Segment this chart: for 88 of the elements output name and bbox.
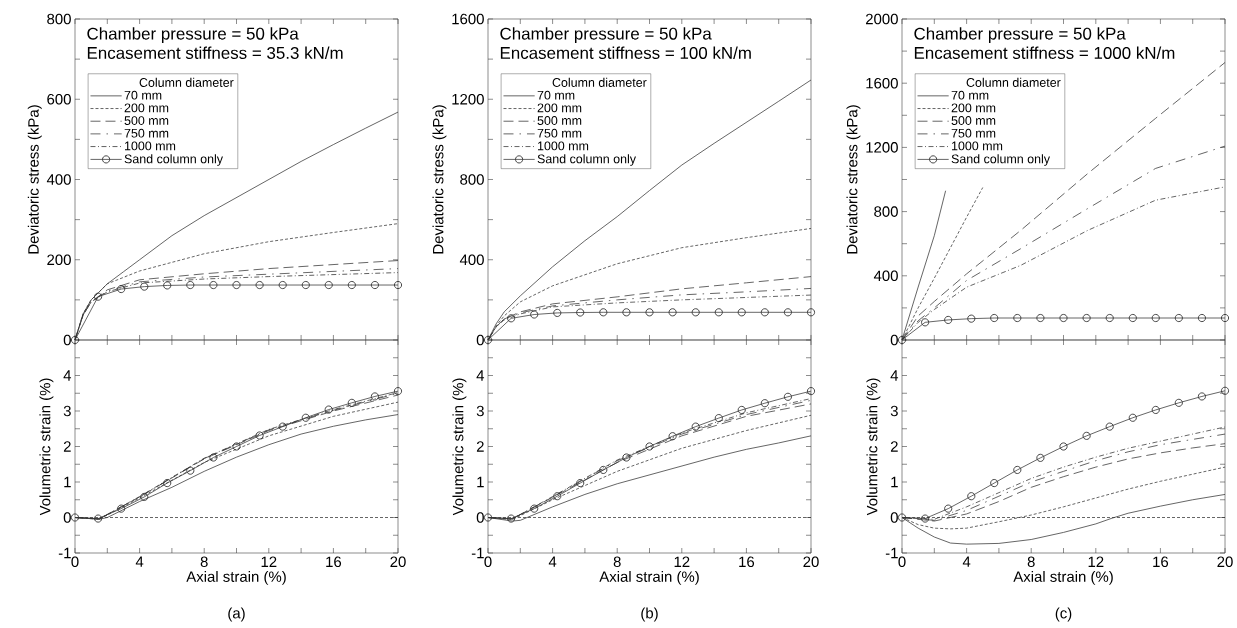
x-tick-label: 16	[739, 556, 755, 568]
legend-label: 1000 mm	[952, 141, 1003, 151]
legend-label: 500 mm	[537, 116, 582, 125]
x-tick-label: 4	[135, 556, 144, 567]
legend-label: 200 mm	[951, 103, 996, 113]
y-tick-label: 800	[47, 13, 71, 25]
x-axis-title: Axial strain (%)	[1013, 570, 1113, 585]
legend-label: 500 mm	[951, 116, 996, 125]
legend-label: 500 mm	[124, 116, 169, 125]
y-tick-label: 800	[874, 206, 898, 217]
legend-label: Sand column only	[124, 154, 223, 166]
y-axis-title: Deviatoric stress (kPa)	[846, 105, 861, 254]
legend-title: Column diameter	[552, 77, 647, 87]
legend-label: 70 mm	[537, 90, 575, 100]
legend-label: 70 mm	[124, 90, 162, 100]
y-tick-label: 4	[63, 370, 72, 381]
y-tick-label: 0	[890, 512, 898, 523]
y-tick-label: 0	[63, 512, 71, 523]
legend-label: 1000 mm	[538, 141, 589, 151]
x-tick-label: 16	[326, 556, 342, 568]
legend-label: 70 mm	[951, 90, 989, 100]
x-tick-label: 12	[261, 556, 277, 567]
y-axis-title: Volumetric strain (%)	[866, 378, 881, 516]
y-tick-label: 2	[890, 441, 898, 452]
x-tick-label: 20	[390, 556, 406, 568]
y-tick-label: 4	[890, 370, 899, 381]
annotation: Encasement stiffness = 100 kN/m	[500, 46, 751, 59]
x-tick-label: 8	[1027, 556, 1035, 568]
y-axis-title: Deviatoric stress (kPa)	[432, 105, 447, 254]
text: (c)	[1055, 607, 1072, 622]
legend-title: Column diameter	[966, 77, 1061, 87]
legend-label: 750 mm	[951, 128, 996, 138]
x-tick-label: 20	[1217, 556, 1233, 568]
y-tick-label: 1200	[866, 142, 898, 153]
legend-title: Column diameter	[139, 77, 234, 87]
x-tick-label: 16	[1153, 556, 1169, 568]
y-tick-label: 0	[890, 334, 898, 346]
x-tick-label: 12	[674, 556, 690, 567]
x-tick-label: 8	[200, 556, 208, 568]
legend-label: 200 mm	[537, 103, 582, 113]
y-tick-label: 3	[476, 405, 484, 417]
y-tick-label: 1	[64, 476, 71, 488]
legend-label: Sand column only	[951, 154, 1050, 166]
y-tick-label: 800	[460, 174, 484, 185]
annotation: Chamber pressure = 50 kPa	[500, 27, 712, 43]
annotation: Encasement stiffness = 35.3 kN/m	[87, 46, 343, 59]
y-tick-label: 2	[63, 441, 71, 452]
y-tick-label: 400	[459, 254, 484, 266]
y-tick-label: 0	[476, 512, 484, 523]
y-tick-label: 0	[63, 334, 71, 346]
annotation: Encasement stiffness = 1000 kN/m	[914, 46, 1175, 59]
x-tick-label: 4	[548, 556, 557, 567]
x-tick-label: 12	[1088, 556, 1104, 567]
y-tick-label: 1200	[452, 93, 484, 105]
y-tick-label: 1600	[452, 13, 484, 25]
y-tick-label: 2	[476, 441, 484, 452]
y-tick-label: 400	[873, 270, 898, 282]
y-tick-label: -1	[471, 547, 484, 559]
text: (b)	[641, 607, 658, 622]
annotation: Chamber pressure = 50 kPa	[87, 27, 299, 44]
y-tick-label: 3	[63, 405, 71, 417]
y-tick-label: -1	[58, 547, 71, 559]
y-tick-label: 600	[47, 93, 71, 105]
y-tick-label: 1600	[866, 77, 898, 89]
legend-label: 1000 mm	[124, 141, 176, 151]
legend-label: 750 mm	[537, 128, 582, 138]
y-axis-title: Volumetric strain (%)	[452, 378, 467, 516]
x-tick-label: 8	[613, 556, 621, 568]
x-axis-title: Axial strain (%)	[186, 570, 286, 585]
legend-label: 200 mm	[124, 103, 169, 113]
y-tick-label: 0	[476, 334, 484, 346]
text: (a)	[228, 607, 245, 622]
y-axis-title: Volumetric strain (%)	[39, 378, 54, 516]
legend-label: 750 mm	[124, 128, 169, 138]
y-tick-label: 3	[890, 405, 898, 417]
y-tick-label: 200	[47, 254, 71, 266]
y-tick-label: 2000	[865, 13, 898, 25]
x-tick-label: 4	[962, 556, 971, 567]
y-axis-title: Deviatoric stress (kPa)	[27, 105, 42, 254]
x-axis-title: Axial strain (%)	[599, 570, 699, 585]
x-tick-label: 20	[803, 556, 819, 568]
annotation: Chamber pressure = 50 kPa	[914, 27, 1126, 43]
y-tick-label: 1	[891, 476, 898, 488]
y-tick-label: 400	[46, 174, 71, 185]
legend-label: Sand column only	[537, 154, 636, 166]
y-tick-label: 4	[476, 370, 485, 381]
y-tick-label: -1	[885, 547, 898, 559]
y-tick-label: 1	[477, 476, 484, 488]
